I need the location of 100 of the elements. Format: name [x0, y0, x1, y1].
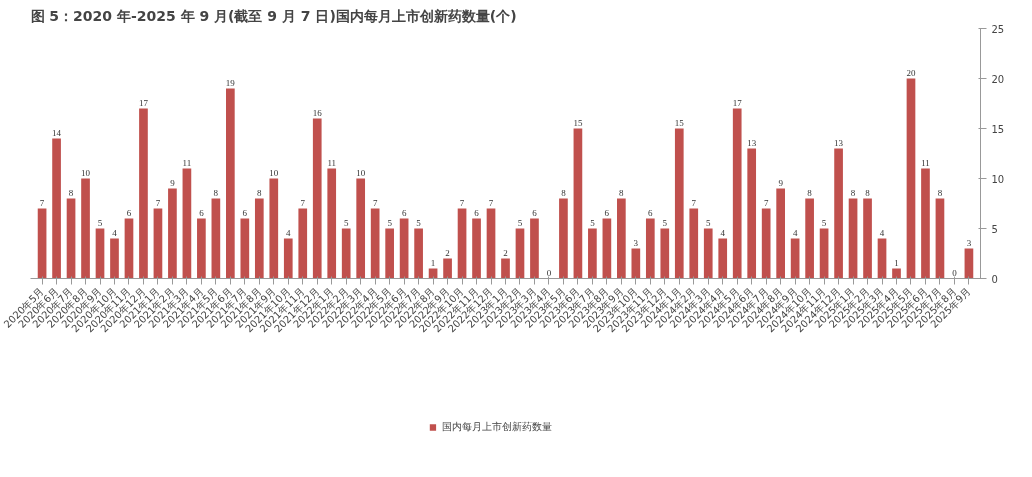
bar	[718, 238, 728, 279]
data-label: 6	[474, 207, 480, 218]
data-label: 2	[503, 247, 508, 258]
data-label: 9	[170, 177, 176, 188]
data-label: 7	[372, 197, 378, 208]
data-label: 5	[590, 217, 596, 228]
data-label: 5	[705, 217, 711, 228]
y-tick-label: 10	[991, 173, 1005, 185]
bar	[370, 208, 380, 279]
bar	[240, 218, 250, 279]
y-tick-label: 20	[991, 73, 1005, 85]
bar	[312, 118, 322, 279]
bar	[776, 188, 785, 279]
bar	[66, 198, 76, 279]
data-label: 0	[952, 267, 958, 278]
bar	[559, 198, 568, 279]
y-tick-label: 5	[991, 223, 998, 235]
bar	[153, 208, 163, 279]
bar	[457, 208, 467, 279]
data-label: 7	[155, 197, 161, 208]
bar	[747, 148, 757, 279]
data-label: 5	[662, 217, 668, 228]
bar	[124, 218, 134, 279]
bar	[588, 228, 597, 279]
bar	[573, 128, 583, 279]
bar	[327, 168, 337, 279]
data-label: 8	[213, 187, 219, 198]
bar	[660, 228, 670, 279]
bar	[732, 108, 742, 279]
data-label: 8	[865, 187, 871, 198]
bar	[211, 198, 221, 279]
bar	[414, 228, 423, 279]
data-label: 8	[257, 187, 263, 198]
data-label: 14	[52, 127, 62, 138]
data-label: 10	[269, 167, 279, 178]
data-label: 8	[807, 187, 813, 198]
data-label: 4	[286, 227, 292, 238]
bar	[226, 88, 235, 279]
data-label: 8	[561, 187, 567, 198]
bar	[486, 208, 496, 279]
data-label: 1	[894, 257, 899, 268]
bar	[906, 78, 916, 279]
data-label: 8	[850, 187, 856, 198]
data-label: 4	[792, 227, 798, 238]
data-label: 6	[126, 207, 132, 218]
bar	[110, 238, 119, 279]
data-label: 2	[445, 247, 450, 258]
data-label: 7	[763, 197, 769, 208]
data-label: 20	[906, 67, 916, 78]
bar	[298, 208, 308, 279]
bar	[515, 228, 525, 279]
data-label: 3	[633, 237, 639, 248]
bar	[81, 178, 90, 279]
data-label: 4	[112, 227, 118, 238]
y-tick-label: 0	[991, 273, 998, 285]
bar	[341, 228, 351, 279]
data-label: 8	[937, 187, 943, 198]
data-label: 6	[401, 207, 407, 218]
data-label: 9	[778, 177, 784, 188]
data-label: 4	[879, 227, 885, 238]
data-label: 17	[138, 97, 149, 108]
bar	[399, 218, 409, 279]
bar	[139, 108, 148, 279]
data-label: 13	[747, 137, 757, 148]
data-label: 5	[416, 217, 422, 228]
bar	[443, 258, 452, 279]
data-label: 5	[821, 217, 827, 228]
data-label: 7	[39, 197, 45, 208]
data-label: 8	[619, 187, 625, 198]
data-label: 5	[97, 217, 103, 228]
data-label: 17	[732, 97, 743, 108]
data-label: 16	[312, 107, 323, 118]
data-label: 15	[674, 117, 685, 128]
y-tick-label: 15	[991, 123, 1005, 135]
data-label: 5	[517, 217, 523, 228]
bar	[254, 198, 264, 279]
data-label: 0	[546, 267, 552, 278]
data-label: 6	[199, 207, 205, 218]
data-label: 8	[68, 187, 74, 198]
data-label: 11	[182, 157, 192, 168]
bar	[674, 128, 684, 279]
bar	[501, 258, 510, 279]
data-label: 6	[648, 207, 654, 218]
data-label: 5	[343, 217, 349, 228]
data-label: 3	[966, 237, 972, 248]
bar	[95, 228, 105, 279]
data-label: 6	[604, 207, 610, 218]
data-label: 6	[242, 207, 248, 218]
bar	[645, 218, 655, 279]
data-label: 4	[720, 227, 726, 238]
bar	[269, 178, 279, 279]
bar	[356, 178, 366, 279]
data-label: 7	[459, 197, 465, 208]
data-label: 19	[225, 77, 236, 88]
y-tick-label: 25	[991, 23, 1005, 35]
data-label: 7	[300, 197, 306, 208]
bar	[689, 208, 699, 279]
bar	[761, 208, 771, 279]
bar	[602, 218, 612, 279]
data-label: 1	[430, 257, 436, 268]
